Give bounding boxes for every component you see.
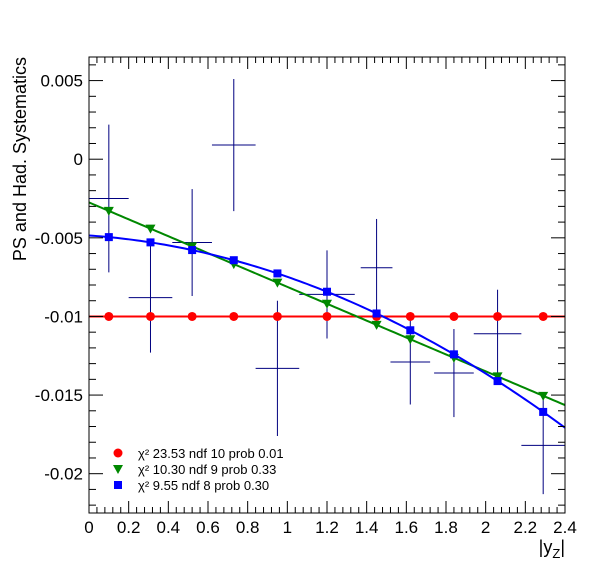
x-tick-label: 1.4 — [355, 518, 379, 537]
y-axis-title: PS and Had. Systematics — [10, 57, 30, 261]
fit-marker-constant — [272, 311, 282, 321]
legend-entry: χ² 10.30 ndf 9 prob 0.33 — [138, 462, 276, 477]
fit-marker-constant — [322, 311, 332, 321]
fit-marker-constant — [493, 311, 503, 321]
fit-markers — [103, 206, 549, 416]
y-tick-label: -0.01 — [44, 307, 83, 326]
fit-marker-linear — [103, 206, 114, 216]
fit-marker-quadratic — [146, 238, 155, 247]
x-tick-label: 2 — [481, 518, 490, 537]
x-tick-label: 1.8 — [434, 518, 458, 537]
fit-marker-linear — [272, 278, 283, 288]
fit-marker-quadratic — [188, 246, 197, 255]
fit-marker-quadratic — [104, 233, 113, 242]
fit-marker-constant — [449, 311, 459, 321]
x-tick-label: 2.2 — [514, 518, 538, 537]
legend-marker — [113, 465, 123, 474]
fit-marker-linear — [145, 224, 156, 234]
fit-marker-linear — [405, 335, 416, 345]
y-tick-label: -0.005 — [35, 229, 83, 248]
axis-ticks — [88, 57, 566, 513]
legend-marker — [113, 448, 123, 458]
fit-marker-quadratic — [449, 350, 458, 359]
fit-marker-quadratic — [372, 309, 381, 318]
fit-marker-constant — [538, 311, 548, 321]
x-tick-label: 2.4 — [553, 518, 577, 537]
legend-entry: χ² 9.55 ndf 8 prob 0.30 — [138, 478, 269, 493]
y-tick-label: -0.015 — [35, 386, 83, 405]
x-tick-label: 0.8 — [236, 518, 260, 537]
fit-marker-quadratic — [323, 287, 331, 296]
fit-marker-quadratic — [406, 326, 415, 335]
fit-marker-linear — [538, 391, 549, 401]
fit-marker-linear — [322, 299, 332, 309]
x-tick-label: 1 — [283, 518, 292, 537]
y-tick-label: 0.005 — [40, 72, 83, 91]
y-tick-label: 0 — [74, 150, 83, 169]
fit-marker-quadratic — [493, 377, 502, 386]
x-tick-label: 0 — [84, 518, 93, 537]
fit-marker-linear — [492, 372, 503, 382]
x-tick-label: 0.2 — [117, 518, 141, 537]
y-tick-label: -0.02 — [44, 465, 83, 484]
x-tick-label: 0.4 — [157, 518, 181, 537]
x-tick-label: 1.2 — [315, 518, 339, 537]
fit-marker-linear — [371, 320, 382, 330]
fit-marker-quadratic — [273, 269, 282, 278]
x-tick-label: 1.6 — [395, 518, 419, 537]
fit-marker-constant — [104, 311, 114, 321]
fit-marker-constant — [405, 311, 415, 321]
axis-tick-labels: 0 0.2 0.4 0.6 0.8 1 1.2 1.4 1.6 1.8 2 2.2 2.4 -0.02 -0… — [35, 72, 577, 537]
fit-marker-constant — [187, 311, 197, 321]
x-tick-label: 0.6 — [196, 518, 220, 537]
x-axis-title: |yZ| — [539, 537, 565, 561]
fit-marker-constant — [145, 311, 155, 321]
fit-marker-quadratic — [229, 256, 238, 265]
fit-marker-constant — [229, 311, 239, 321]
fit-marker-quadratic — [539, 407, 548, 416]
legend-entry: χ² 23.53 ndf 10 prob 0.01 — [138, 446, 284, 461]
legend-marker — [114, 481, 122, 489]
